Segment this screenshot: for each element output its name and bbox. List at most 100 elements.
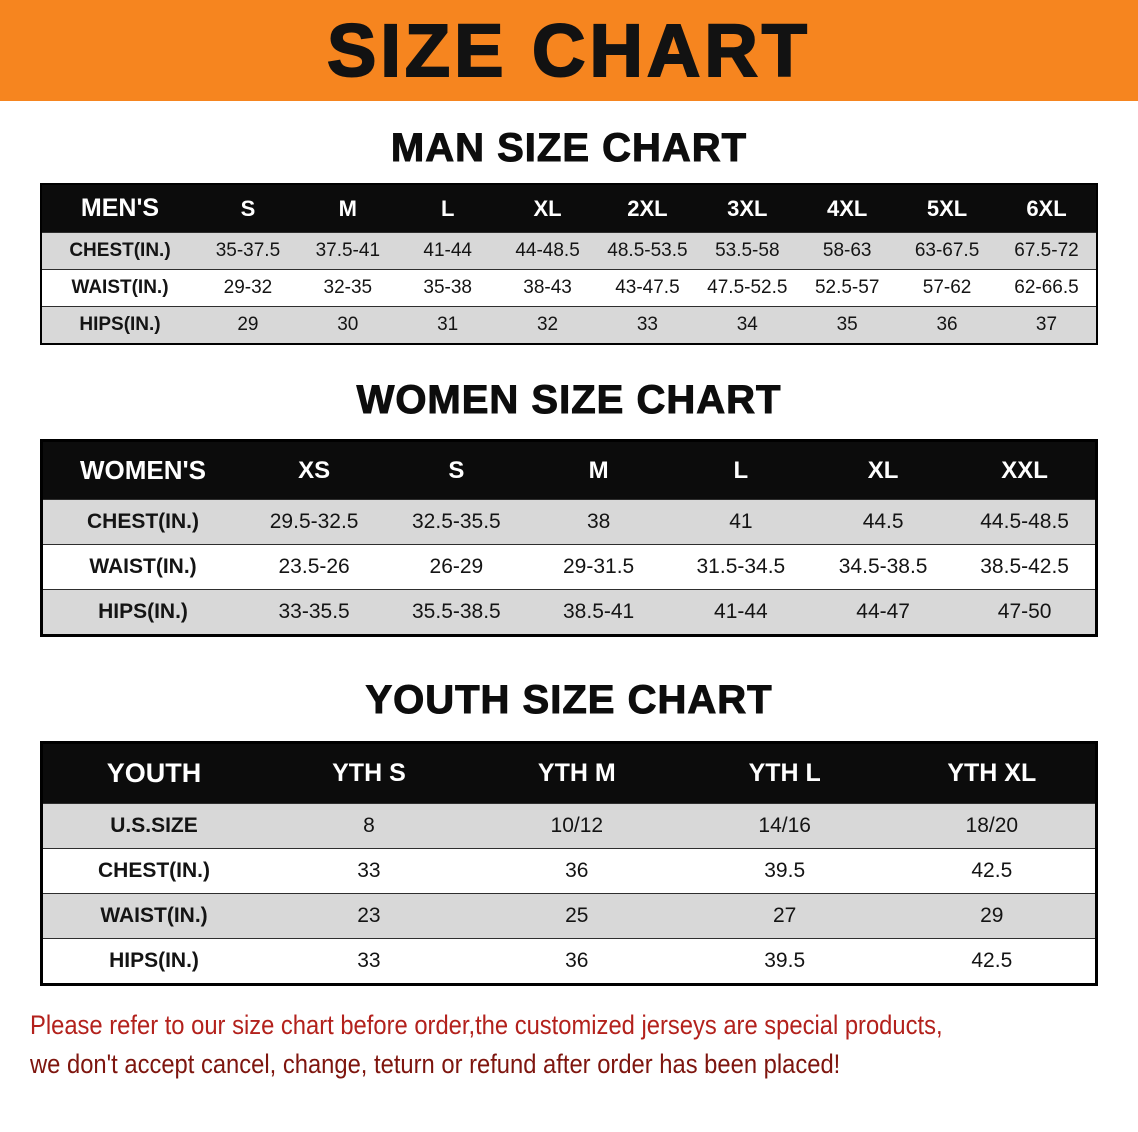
value-cell: 33 [636, 314, 658, 335]
youth-size-table: YOUTH YTH S YTH M YTH L YTH XL U.S.SIZE 8 10/12… [40, 741, 1098, 986]
value-cell: 43-47.5 [615, 277, 680, 298]
value-cell: 23 [357, 904, 381, 927]
measurement-row: HIPS(IN.) 33 36 39.5 42.5 [41, 938, 1097, 985]
value-cell: 38.5-41 [563, 600, 635, 623]
man-size-chart-section: MAN SIZE CHART MEN'S S M L XL 2XL 3XL 4XL 5XL 6XL… [0, 125, 1138, 345]
value-cell: 34 [736, 314, 758, 335]
measurement-row: U.S.SIZE 8 10/12 14/16 18/20 [41, 803, 1097, 849]
row-label-cell: WAIST(IN.) [100, 904, 208, 927]
value-cell: 25 [565, 904, 589, 927]
value-cell: 35 [836, 314, 858, 335]
women-size-chart-heading: WOMEN SIZE CHART [356, 378, 782, 423]
row-label-cell: WAIST(IN.) [89, 555, 197, 578]
value-cell: 36 [565, 949, 589, 972]
value-cell: 33 [357, 949, 381, 972]
size-header-cell: 6XL [1026, 195, 1067, 221]
value-cell: 35-38 [423, 277, 472, 298]
value-cell: 35-37.5 [215, 240, 281, 261]
value-cell: 29 [980, 904, 1004, 927]
value-cell: 41-44 [714, 600, 768, 623]
value-cell: 33-35.5 [278, 600, 350, 623]
value-cell: 57-62 [922, 277, 972, 298]
row-label-cell: CHEST(IN.) [87, 510, 199, 533]
value-cell: 44.5 [862, 510, 904, 533]
value-cell: 29.5-32.5 [269, 510, 359, 533]
man-size-chart-heading: MAN SIZE CHART [390, 126, 748, 171]
youth-size-chart-section: YOUTH SIZE CHART YOUTH YTH S YTH M YTH L YTH… [0, 677, 1138, 986]
measurement-row: CHEST(IN.) 33 36 39.5 42.5 [41, 848, 1097, 894]
table-title-cell: MEN'S [80, 194, 160, 222]
value-cell: 29-32 [223, 277, 273, 298]
row-label-cell: CHEST(IN.) [69, 240, 171, 261]
table-header-row: MEN'S S M L XL 2XL 3XL 4XL 5XL 6XL [41, 184, 1097, 233]
value-cell: 23.5-26 [278, 555, 350, 578]
table-title-cell: WOMEN'S [79, 455, 207, 485]
value-cell: 47-50 [997, 600, 1052, 623]
disclaimer: Please refer to our size chart before or… [30, 1006, 1138, 1084]
size-header-cell: 3XL [727, 195, 768, 221]
value-cell: 34.5-38.5 [838, 555, 928, 578]
value-cell: 26-29 [429, 555, 484, 578]
value-cell: 31.5-34.5 [696, 555, 786, 578]
value-cell: 32-35 [323, 277, 373, 298]
size-header-cell: XS [298, 456, 331, 484]
value-cell: 14/16 [758, 814, 811, 837]
row-label-cell: U.S.SIZE [110, 814, 198, 837]
value-cell: 58-63 [822, 240, 872, 261]
value-cell: 29 [237, 314, 259, 335]
value-cell: 35.5-38.5 [412, 600, 501, 623]
measurement-row: WAIST(IN.) 23 25 27 29 [41, 893, 1097, 939]
value-cell: 39.5 [764, 949, 806, 972]
value-cell: 42.5 [971, 949, 1013, 972]
table-header-row: YOUTH YTH S YTH M YTH L YTH XL [41, 742, 1097, 804]
size-header-cell: XL [867, 456, 899, 484]
value-cell: 33 [357, 859, 381, 882]
value-cell: 42.5 [971, 859, 1013, 882]
value-cell: 67.5-72 [1014, 240, 1079, 261]
value-cell: 29-31.5 [563, 555, 635, 578]
size-header-cell: S [448, 456, 465, 484]
value-cell: 8 [363, 814, 375, 837]
size-header-cell: 4XL [827, 195, 868, 221]
women-size-chart-section: WOMEN SIZE CHART WOMEN'S XS S M L XL XXL CHEST(… [0, 377, 1138, 637]
value-cell: 38.5-42.5 [980, 555, 1069, 578]
size-header-cell: 5XL [926, 195, 968, 221]
value-cell: 41-44 [423, 240, 472, 261]
row-label-cell: HIPS(IN.) [98, 600, 188, 623]
value-cell: 52.5-57 [814, 277, 880, 298]
value-cell: 30 [337, 314, 359, 335]
size-header-cell: 2XL [627, 195, 668, 221]
row-label-cell: HIPS(IN.) [79, 314, 161, 335]
size-header-cell: S [240, 195, 256, 221]
value-cell: 32.5-35.5 [412, 510, 501, 533]
value-cell: 41 [729, 510, 753, 533]
size-header-cell: YTH XL [947, 759, 1037, 787]
size-header-cell: M [338, 195, 357, 221]
value-cell: 31 [437, 314, 459, 335]
table-title-cell: YOUTH [106, 758, 202, 788]
value-cell: 44-47 [856, 600, 910, 623]
measurement-row: WAIST(IN.) 23.5-26 26-29 29-31.5 31.5-34.5 34… [41, 544, 1097, 590]
value-cell: 44-48.5 [515, 240, 580, 261]
size-header-cell: L [733, 456, 749, 484]
size-header-cell: L [440, 195, 455, 221]
row-label-cell: WAIST(IN.) [71, 277, 169, 298]
row-label-cell: HIPS(IN.) [109, 949, 199, 972]
measurement-row: CHEST(IN.) 35-37.5 37.5-41 41-44 44-48.5 48.5… [41, 232, 1097, 270]
value-cell: 44.5-48.5 [980, 510, 1069, 533]
row-label-cell: CHEST(IN.) [98, 859, 210, 882]
men-size-table: MEN'S S M L XL 2XL 3XL 4XL 5XL 6XL CHEST(IN.) 35-37… [40, 183, 1098, 345]
value-cell: 39.5 [764, 859, 806, 882]
value-cell: 27 [773, 904, 797, 927]
value-cell: 38-43 [523, 277, 572, 298]
measurement-row: CHEST(IN.) 29.5-32.5 32.5-35.5 38 41 44.5 44.5… [41, 499, 1097, 545]
value-cell: 32 [536, 314, 559, 335]
value-cell: 10/12 [550, 814, 604, 837]
measurement-row: HIPS(IN.) 29 30 31 32 33 34 35 36 37 [41, 306, 1097, 344]
table-header-row: WOMEN'S XS S M L XL XXL [41, 440, 1097, 500]
value-cell: 37 [1035, 314, 1058, 335]
value-cell: 38 [586, 510, 611, 533]
size-header-cell: XXL [1001, 456, 1048, 484]
disclaimer-line-2: we don't accept cancel, change, teturn o… [30, 1049, 841, 1080]
